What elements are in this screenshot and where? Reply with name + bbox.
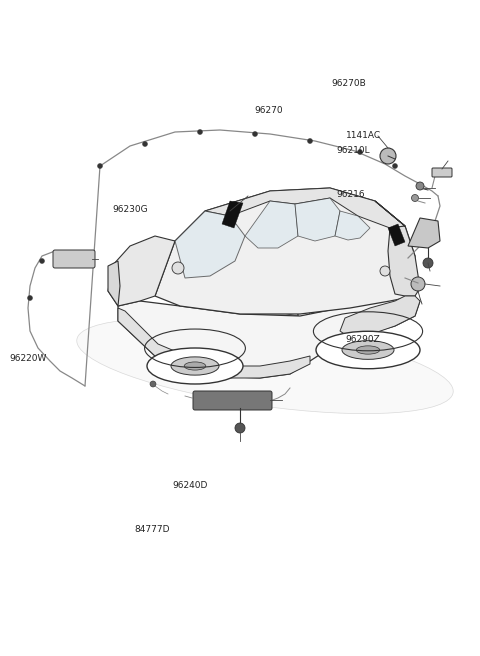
Polygon shape: [295, 198, 340, 241]
Text: 96270B: 96270B: [331, 79, 366, 89]
Circle shape: [411, 277, 425, 291]
Ellipse shape: [171, 357, 219, 375]
Polygon shape: [175, 211, 245, 278]
Circle shape: [252, 131, 257, 136]
Circle shape: [97, 163, 103, 169]
Circle shape: [27, 295, 33, 300]
Polygon shape: [335, 211, 370, 240]
Ellipse shape: [356, 346, 380, 354]
Text: 96220W: 96220W: [10, 354, 47, 363]
Polygon shape: [118, 308, 310, 378]
Circle shape: [411, 194, 419, 201]
Polygon shape: [108, 236, 175, 306]
Polygon shape: [118, 296, 420, 378]
Polygon shape: [408, 218, 440, 248]
Circle shape: [380, 266, 390, 276]
Polygon shape: [375, 201, 420, 296]
Text: 96230G: 96230G: [113, 205, 148, 215]
Ellipse shape: [316, 331, 420, 369]
Circle shape: [416, 182, 424, 190]
Circle shape: [39, 258, 45, 264]
Text: 96240D: 96240D: [173, 481, 208, 490]
Ellipse shape: [77, 318, 453, 414]
Text: 96290Z: 96290Z: [346, 335, 380, 344]
FancyBboxPatch shape: [53, 250, 95, 268]
Circle shape: [380, 148, 396, 164]
Polygon shape: [245, 201, 298, 248]
Circle shape: [423, 258, 433, 268]
Ellipse shape: [184, 362, 206, 370]
Polygon shape: [205, 188, 405, 228]
Text: 84777D: 84777D: [134, 525, 170, 534]
Circle shape: [235, 423, 245, 433]
Circle shape: [143, 142, 147, 146]
Circle shape: [358, 150, 362, 155]
Circle shape: [197, 129, 203, 134]
Circle shape: [308, 138, 312, 144]
Text: 1141AC: 1141AC: [346, 131, 381, 140]
Polygon shape: [108, 261, 120, 306]
FancyBboxPatch shape: [432, 168, 452, 177]
Text: 96216: 96216: [336, 190, 365, 199]
Ellipse shape: [147, 348, 243, 384]
Ellipse shape: [342, 340, 394, 359]
Polygon shape: [222, 201, 243, 228]
Text: 96210L: 96210L: [336, 146, 370, 155]
Polygon shape: [340, 296, 420, 338]
Circle shape: [393, 163, 397, 169]
FancyBboxPatch shape: [193, 391, 272, 410]
Text: 96270: 96270: [254, 106, 283, 115]
Polygon shape: [388, 224, 405, 246]
Circle shape: [150, 381, 156, 387]
Polygon shape: [155, 188, 415, 314]
Circle shape: [172, 262, 184, 274]
